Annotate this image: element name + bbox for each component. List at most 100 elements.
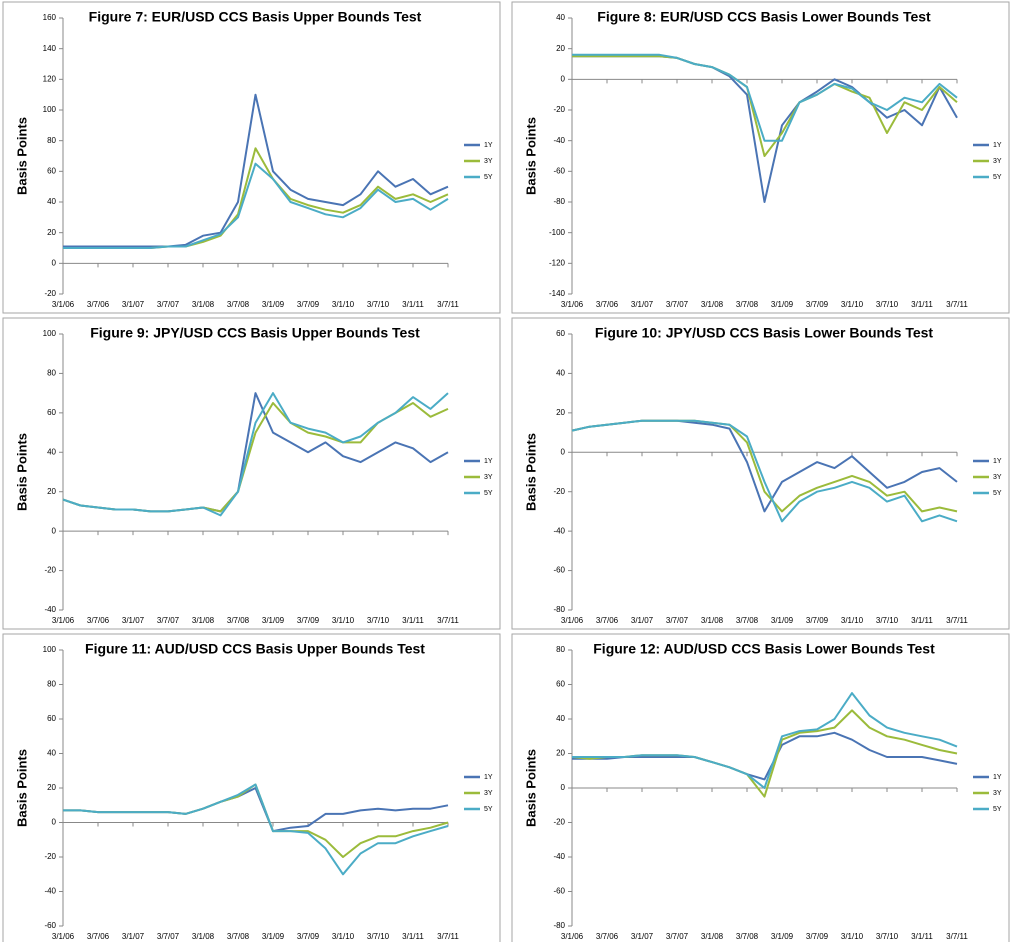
y-tick-label: 40	[47, 447, 56, 456]
series-line	[572, 53, 958, 142]
y-tick-label: 0	[52, 258, 57, 267]
x-tick-label: 3/7/09	[297, 300, 320, 309]
y-tick-label: -60	[553, 887, 565, 896]
x-tick-label: 3/1/06	[561, 300, 584, 309]
x-tick-label: 3/1/09	[262, 616, 285, 625]
y-tick-label: -20	[553, 105, 565, 114]
y-tick-label: 60	[556, 680, 565, 689]
legend-label: 3Y	[993, 158, 1002, 165]
y-axis-title: Basis Points	[523, 433, 538, 511]
y-tick-label: -40	[44, 887, 56, 896]
panel-border	[511, 1, 1010, 314]
chart-panel: -140 -120 -100 -80 -60 -40 -20 0 20 40 3/1/06 3/7/0…	[511, 1, 1010, 314]
y-tick-label: 40	[556, 714, 565, 723]
x-tick-label: 3/7/10	[367, 300, 390, 309]
series-line	[63, 93, 449, 248]
x-tick-label: 3/7/08	[227, 616, 250, 625]
x-tick-label: 3/1/10	[332, 300, 355, 309]
panel-border	[2, 317, 501, 630]
chart-panel: -40 -20 0 20 40 60 80 100 3/1/06 3/7/06 3/1/07 3/7/…	[2, 317, 501, 630]
y-tick-label: 60	[47, 714, 56, 723]
y-tick-label: 0	[52, 526, 57, 535]
y-axis-title: Basis Points	[523, 749, 538, 827]
x-tick-label: 3/7/11	[946, 616, 968, 625]
x-tick-label: 3/1/11	[402, 300, 424, 309]
x-tick-label: 3/7/11	[437, 300, 459, 309]
x-tick-label: 3/1/11	[911, 932, 933, 941]
x-tick-label: 3/7/10	[367, 932, 390, 941]
x-tick-label: 3/1/09	[771, 300, 794, 309]
x-tick-label: 3/7/08	[736, 300, 759, 309]
y-tick-label: 20	[47, 783, 56, 792]
x-tick-label: 3/1/08	[192, 616, 215, 625]
x-tick-label: 3/1/10	[841, 616, 864, 625]
y-tick-label: 100	[43, 105, 57, 114]
x-tick-label: 3/7/08	[227, 300, 250, 309]
x-tick-label: 3/7/07	[666, 932, 689, 941]
x-tick-label: 3/1/09	[262, 932, 285, 941]
x-tick-label: 3/1/09	[771, 616, 794, 625]
y-tick-label: 60	[47, 408, 56, 417]
x-tick-label: 3/7/06	[87, 616, 110, 625]
chart-panel: -20 0 20 40 60 80 100 120 140 160 3/1/06 3/7/06 3/1/…	[2, 1, 501, 314]
x-tick-label: 3/1/09	[771, 932, 794, 941]
x-tick-label: 3/1/06	[561, 932, 584, 941]
y-tick-label: 40	[556, 13, 565, 22]
y-tick-label: 20	[47, 228, 56, 237]
y-tick-label: 20	[47, 487, 56, 496]
y-tick-label: -20	[44, 852, 56, 861]
x-tick-label: 3/7/09	[806, 932, 829, 941]
y-axis-title: Basis Points	[14, 433, 29, 511]
x-tick-label: 3/7/06	[596, 616, 619, 625]
x-tick-label: 3/7/07	[157, 300, 180, 309]
x-tick-label: 3/1/07	[631, 932, 654, 941]
chart-title: Figure 10: JPY/USD CCS Basis Lower Bound…	[595, 325, 933, 341]
y-axis-title: Basis Points	[14, 117, 29, 195]
x-tick-label: 3/7/10	[876, 300, 899, 309]
x-tick-label: 3/7/09	[806, 300, 829, 309]
y-tick-label: 0	[561, 783, 566, 792]
x-tick-label: 3/1/07	[631, 616, 654, 625]
y-tick-label: -20	[44, 566, 56, 575]
x-tick-label: 3/1/07	[631, 300, 654, 309]
x-tick-label: 3/7/08	[227, 932, 250, 941]
x-tick-label: 3/7/09	[297, 616, 320, 625]
y-tick-label: 60	[556, 329, 565, 338]
chart-title: Figure 12: AUD/USD CCS Basis Lower Bound…	[593, 641, 935, 657]
x-tick-label: 3/1/08	[192, 932, 215, 941]
x-tick-label: 3/7/08	[736, 932, 759, 941]
y-tick-label: -80	[553, 921, 565, 930]
x-tick-label: 3/1/11	[911, 300, 933, 309]
y-tick-label: 60	[47, 166, 56, 175]
y-tick-label: -40	[553, 852, 565, 861]
y-tick-label: -20	[44, 289, 56, 298]
legend-label: 1Y	[993, 142, 1002, 149]
x-tick-label: 3/1/09	[262, 300, 285, 309]
legend-label: 5Y	[993, 806, 1002, 813]
y-tick-label: 120	[43, 74, 57, 83]
legend-label: 3Y	[484, 474, 493, 481]
x-tick-label: 3/7/06	[596, 932, 619, 941]
x-tick-label: 3/7/08	[736, 616, 759, 625]
y-tick-label: -80	[553, 605, 565, 614]
x-tick-label: 3/7/09	[297, 932, 320, 941]
chart-title: Figure 8: EUR/USD CCS Basis Lower Bounds…	[597, 9, 931, 25]
series-line	[571, 419, 958, 523]
y-axis-title: Basis Points	[14, 749, 29, 827]
x-tick-label: 3/1/10	[332, 616, 355, 625]
x-tick-label: 3/7/07	[157, 616, 180, 625]
x-tick-label: 3/1/08	[192, 300, 215, 309]
y-tick-label: 100	[43, 329, 57, 338]
series-line	[572, 731, 958, 781]
chart-title: Figure 7: EUR/USD CCS Basis Upper Bounds…	[89, 9, 422, 25]
y-tick-label: -60	[553, 166, 565, 175]
y-tick-label: -120	[549, 258, 566, 267]
legend-label: 5Y	[484, 490, 493, 497]
y-tick-label: -80	[553, 197, 565, 206]
y-tick-label: 20	[556, 408, 565, 417]
x-tick-label: 3/1/11	[911, 616, 933, 625]
legend-label: 5Y	[484, 806, 493, 813]
x-tick-label: 3/1/08	[701, 300, 724, 309]
